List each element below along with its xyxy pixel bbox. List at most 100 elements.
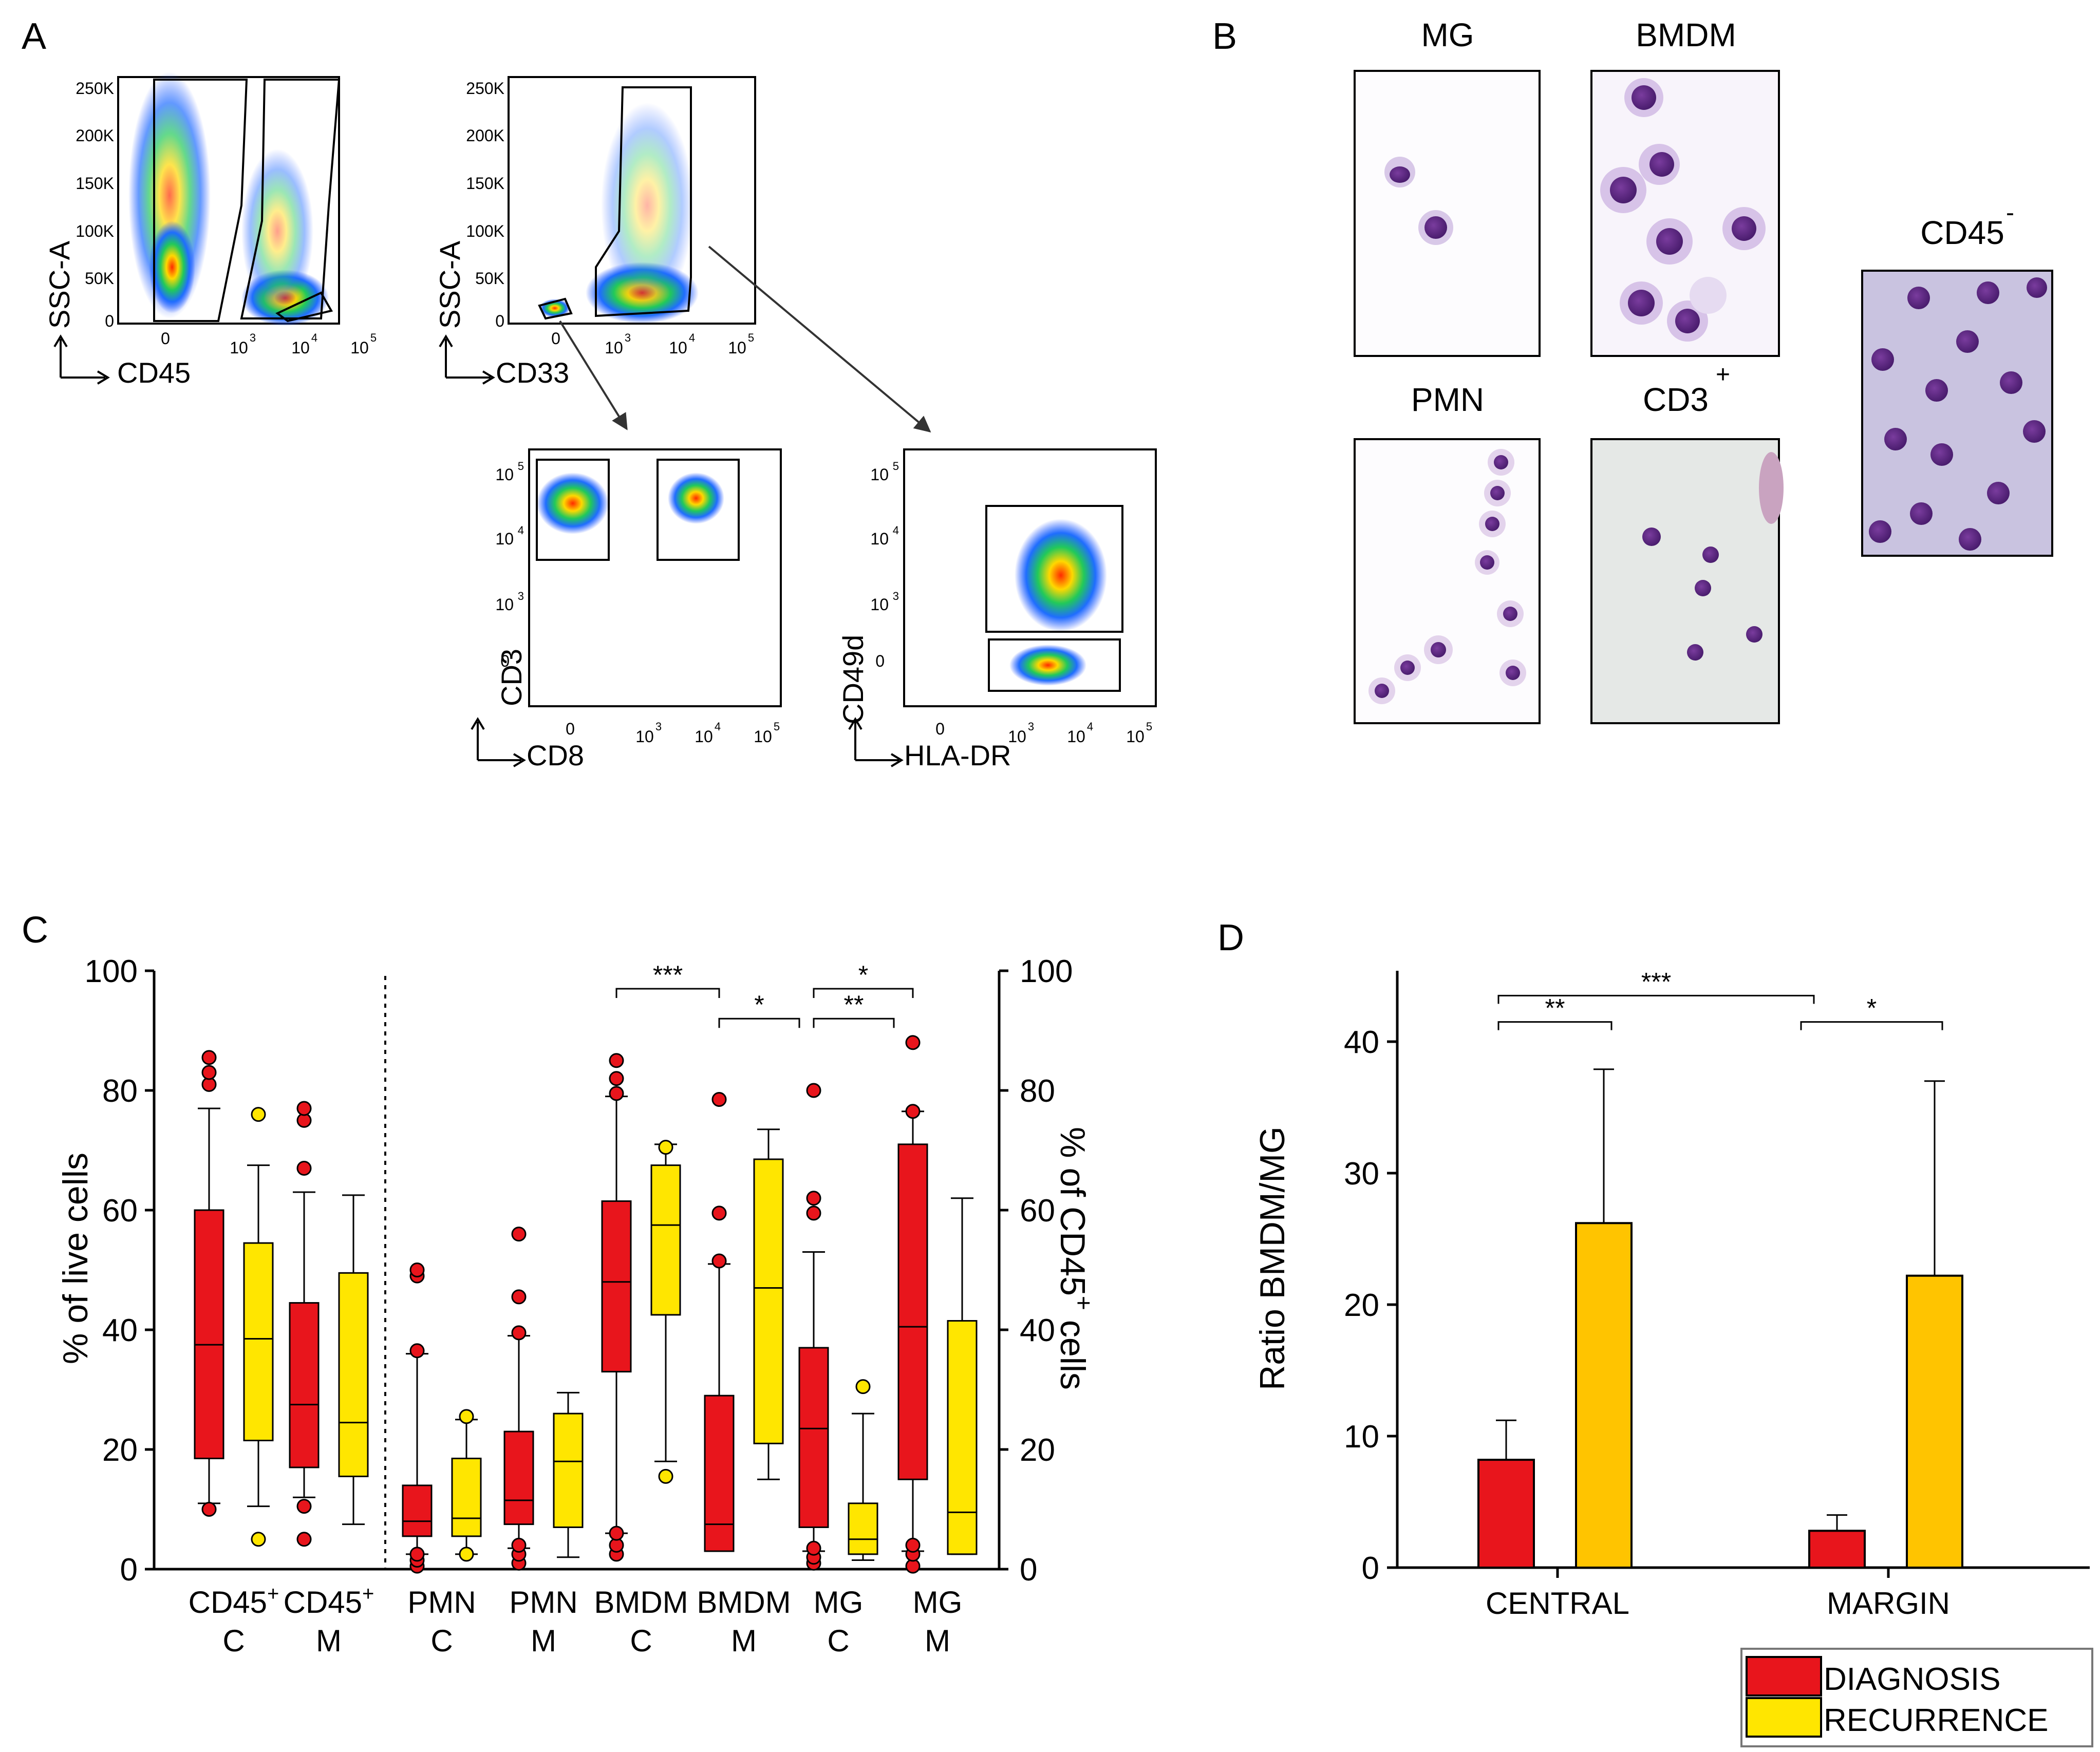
plot1-xlabel: CD45 (117, 356, 191, 389)
svg-text:5: 5 (518, 460, 524, 473)
significance-bracket (813, 1018, 895, 1028)
svg-text:10: 10 (669, 338, 687, 357)
outlier-point (296, 1532, 312, 1547)
svg-text:250K: 250K (76, 79, 114, 98)
svg-text:BMDM: BMDM (1636, 16, 1736, 53)
xtick-label-sub: C (222, 1624, 245, 1658)
svg-text:0: 0 (105, 312, 114, 330)
svg-text:CD3: CD3 (1643, 381, 1709, 418)
gate-cd45-lymph (275, 291, 333, 323)
outlier-point (296, 1101, 312, 1116)
ylabel: Ratio BMDM/MG (1253, 1126, 1292, 1390)
outlier-point (201, 1050, 217, 1065)
svg-text:0: 0 (500, 652, 510, 670)
box-recurrence (947, 1320, 978, 1555)
legend-diagnosis: DIAGNOSIS (1824, 1662, 2001, 1697)
svg-text:3: 3 (1028, 720, 1034, 733)
outlier-point (511, 1289, 527, 1305)
svg-text:10: 10 (870, 595, 889, 614)
xtick-label-sub: M (731, 1624, 757, 1658)
box-diagnosis (194, 1209, 224, 1459)
svg-text:10: 10 (495, 530, 514, 548)
plot4-xlabel: HLA-DR (904, 739, 1011, 771)
bar-diagnosis (1477, 1459, 1535, 1569)
outlier-point (806, 1540, 821, 1556)
flow-plot-cd33-ssc: 250K 200K 150K 100K 50K 0 0 103 104 105 … (434, 76, 756, 389)
gate-cd49d-high (985, 505, 1123, 633)
svg-text:100K: 100K (466, 222, 504, 240)
micrograph-cd3: CD3 + (1590, 361, 1784, 724)
ytick-label-right: 80 (1020, 1073, 1055, 1109)
xtick-label: PMN (407, 1585, 476, 1619)
significance-label: * (754, 990, 764, 1019)
box-diagnosis (601, 1200, 632, 1373)
ytick-label-left: 20 (102, 1433, 138, 1468)
ytick-label-right: 60 (1020, 1193, 1055, 1229)
box-recurrence (553, 1412, 584, 1528)
svg-text:150K: 150K (76, 174, 114, 193)
significance-label: ** (1545, 994, 1565, 1023)
panel-d-label: D (1217, 917, 1244, 958)
ylabel-right: % of CD45+ cells (1053, 1127, 1097, 1390)
significance-label: * (858, 960, 868, 989)
legend-recurrence: RECURRENCE (1824, 1703, 2048, 1738)
plot4-ylabel: CD49d (837, 635, 869, 724)
svg-text:5: 5 (774, 720, 780, 733)
xtick-label: BMDM (594, 1585, 688, 1619)
outlier-point (511, 1325, 527, 1341)
xtick-label: MG (913, 1585, 963, 1619)
ytick-label-left: 60 (102, 1193, 138, 1229)
ylabel-left: % of live cells (56, 1153, 95, 1364)
outlier-point (905, 1537, 921, 1553)
svg-text:10: 10 (870, 465, 889, 484)
box-recurrence (848, 1502, 878, 1555)
xtick-label: MARGIN (1827, 1586, 1950, 1621)
box-diagnosis (503, 1430, 534, 1525)
significance-label: * (1867, 994, 1877, 1023)
box-recurrence (338, 1272, 369, 1477)
flow-plot-cd45-ssc: 250K 200K 150K 100K 50K 0 0 103 104 105 … (43, 72, 377, 389)
box-recurrence (753, 1158, 784, 1444)
significance-label: *** (653, 960, 683, 989)
box-recurrence (243, 1242, 274, 1442)
panel-a-label: A (22, 16, 46, 57)
svg-text:10: 10 (635, 727, 654, 746)
significance-bracket (615, 988, 720, 998)
outlier-point (201, 1502, 217, 1517)
flow-plot-cd8-cd3: 10 5 10 4 10 3 0 0 103 104 105 CD3 CD8 (471, 448, 782, 771)
ytick-label: 40 (1344, 1025, 1379, 1060)
outlier-point (201, 1065, 217, 1080)
svg-text:MG: MG (1421, 16, 1474, 53)
ytick-label-left: 100 (85, 954, 138, 989)
ytick-label-left: 80 (102, 1073, 138, 1109)
svg-text:250K: 250K (466, 79, 504, 98)
svg-text:4: 4 (518, 524, 524, 537)
xtick-label: MG (814, 1585, 864, 1619)
svg-text:10: 10 (1008, 727, 1026, 746)
gate-cd45-neg (153, 79, 248, 322)
svg-text:4: 4 (311, 331, 317, 344)
box-diagnosis (704, 1395, 735, 1552)
svg-text:4: 4 (689, 331, 695, 344)
outlier-point (251, 1107, 266, 1122)
gate-cd33-myeloid (595, 86, 692, 317)
box-diagnosis (897, 1143, 928, 1480)
svg-text:10: 10 (1067, 727, 1085, 746)
bar-recurrence (1575, 1222, 1633, 1569)
svg-text:10: 10 (495, 595, 514, 614)
micrograph-cd45-neg: CD45 - (1861, 199, 2053, 557)
outlier-point (511, 1537, 527, 1553)
outlier-point (609, 1525, 624, 1541)
xtick-label-sub: M (531, 1624, 556, 1658)
micrograph-mg: MG (1354, 16, 1541, 357)
box-diagnosis (402, 1484, 433, 1537)
significance-bracket (1497, 1021, 1613, 1030)
svg-text:3: 3 (893, 590, 899, 602)
svg-text:3: 3 (625, 331, 631, 344)
ytick-label-right: 0 (1020, 1552, 1037, 1588)
svg-text:10: 10 (870, 530, 889, 548)
micrograph-pmn: PMN (1354, 381, 1541, 724)
xtick-label-sub: C (430, 1624, 453, 1658)
svg-text:4: 4 (715, 720, 721, 733)
outlier-point (658, 1468, 673, 1484)
